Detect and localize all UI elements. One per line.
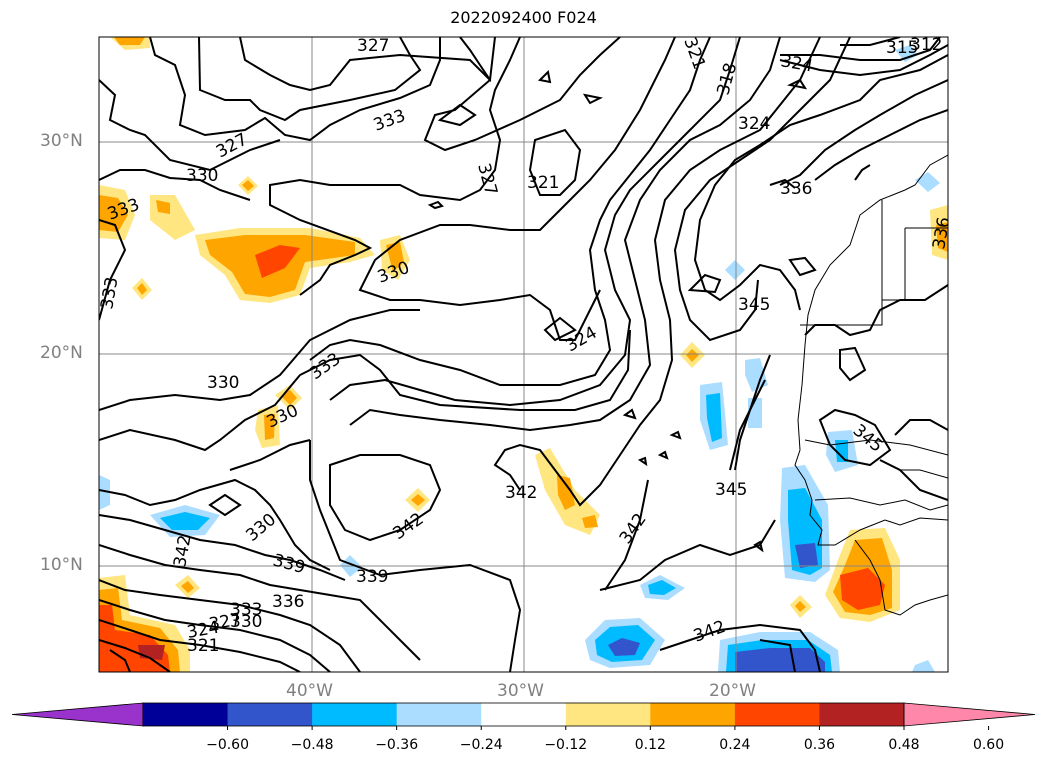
contour-label: 321: [187, 636, 219, 656]
colorbar-segment: [312, 703, 398, 726]
colorbar-frame: [142, 702, 905, 727]
colorbar-tick-label: 0.60: [972, 737, 1005, 753]
contour-label: 336: [272, 592, 304, 612]
colorbar-tick-label: −0.24: [459, 737, 503, 753]
contour-label: 330: [230, 612, 262, 632]
plot-frame: [98, 36, 949, 673]
contour-label: 345: [715, 480, 747, 500]
colorbar-extend-low: [11, 702, 144, 727]
colorbar-extend-high: [903, 702, 1036, 727]
colorbar-tick-label: −0.60: [206, 737, 249, 753]
lon-label: 30°W: [497, 681, 544, 701]
lat-label: 30°N: [40, 131, 83, 151]
theta-e-contours: [99, 37, 948, 672]
contour-label: 333: [97, 275, 122, 310]
colorbar-tick-label: −0.12: [544, 737, 588, 753]
colorbar: [11, 702, 1036, 730]
colorbar-tick-label: 0.48: [888, 737, 920, 753]
colorbar-segment: [227, 703, 313, 726]
lat-label: 20°N: [40, 343, 83, 363]
coastlines: [794, 154, 948, 616]
colorbar-tick-label: −0.36: [375, 737, 419, 753]
colorbar-segment: [143, 703, 229, 726]
lat-label: 10°N: [40, 555, 83, 575]
contour-label: 345: [738, 295, 770, 315]
lon-label: 40°W: [286, 681, 333, 701]
colorbar-segment: [819, 703, 905, 726]
contour-label: 342: [505, 483, 537, 503]
colorbar-segment: [734, 703, 820, 726]
contour-label: 336: [929, 215, 954, 250]
colorbar-tick-label: −0.48: [290, 737, 334, 753]
map-title: 2022092400 F024: [450, 8, 597, 27]
contour-label: 327: [357, 36, 389, 56]
contour-label: 315: [886, 38, 918, 58]
anomaly-shading: [99, 37, 948, 672]
colorbar-segment: [481, 703, 567, 726]
colorbar-segment: [396, 703, 482, 726]
contour-label: 330: [186, 166, 218, 186]
colorbar-tick-label: 0.24: [719, 737, 751, 753]
contour-label: 333: [230, 600, 262, 620]
colorbar-segment: [565, 703, 651, 726]
contour-label: 321: [527, 173, 559, 193]
lon-label: 20°W: [709, 681, 756, 701]
contour-label: 324: [738, 114, 770, 134]
colorbar-tick-label: 0.36: [803, 737, 836, 753]
contour-label: 330: [207, 373, 239, 393]
contour-label: 336: [780, 179, 812, 199]
colorbar-tick-label: 0.12: [634, 737, 666, 753]
contour-label: 312: [910, 35, 942, 55]
colorbar-segment: [650, 703, 736, 726]
contour-label: 339: [356, 567, 388, 587]
